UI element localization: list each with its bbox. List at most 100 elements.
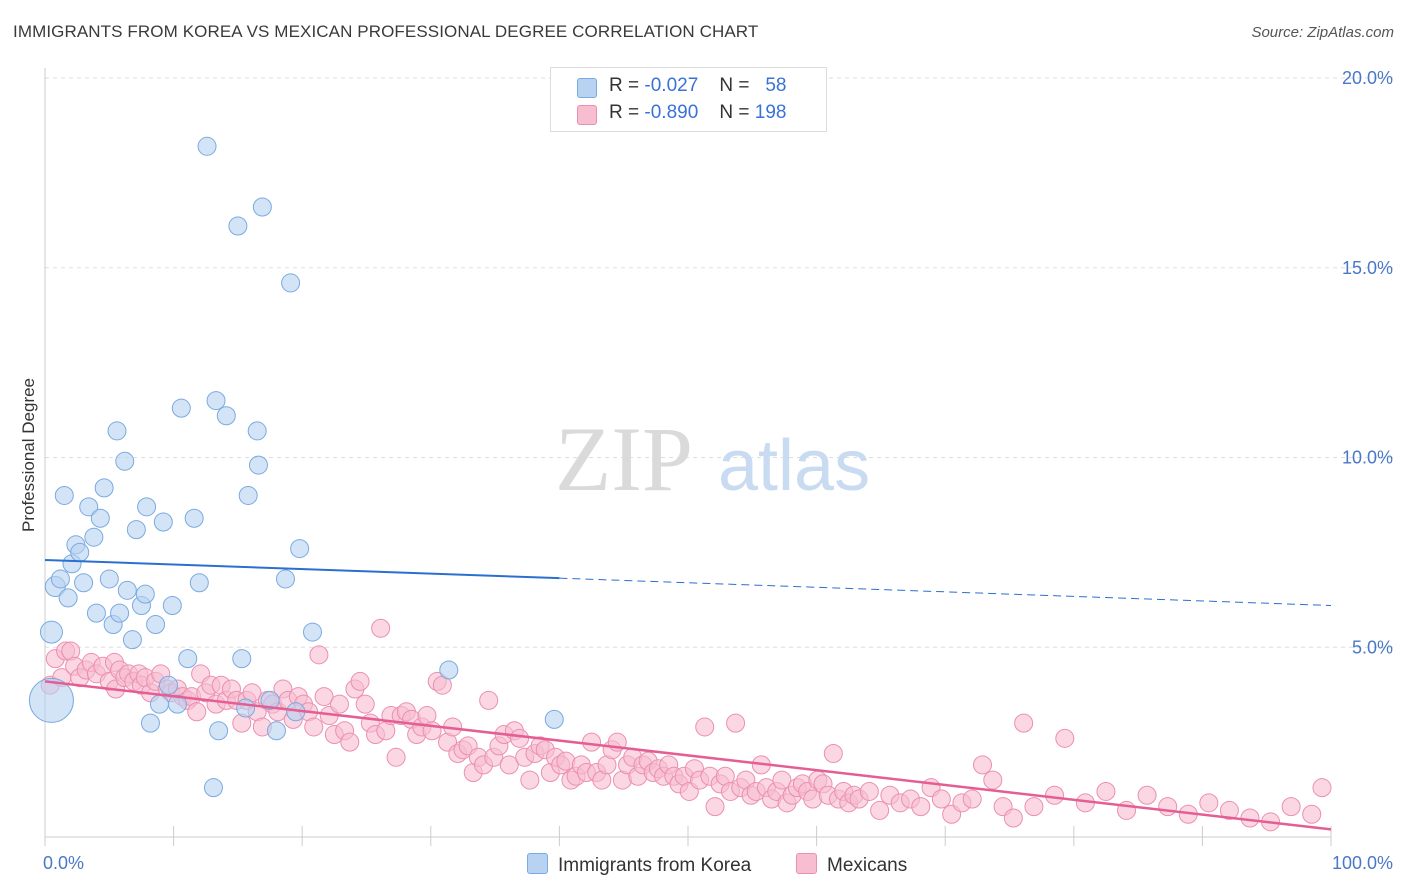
mexico-point (340, 732, 360, 752)
korea-point (146, 614, 166, 634)
mexico-point (187, 702, 207, 722)
mexico-point (1024, 797, 1044, 817)
mexico-point (1199, 793, 1219, 813)
korea-point (236, 698, 256, 718)
y-tick-label: 5.0% (1352, 637, 1393, 657)
korea-point (99, 569, 119, 589)
korea-point (260, 690, 280, 710)
korea-point (206, 391, 226, 411)
legend-swatch-mexico (577, 105, 597, 125)
korea-point (162, 596, 182, 616)
chart-title: IMMIGRANTS FROM KOREA VS MEXICAN PROFESS… (13, 22, 759, 41)
mexico-point (962, 789, 982, 809)
mexico-point (859, 781, 879, 801)
mexico-point (355, 694, 375, 714)
legend-text-korea: R = -0.027 N = 58 (609, 75, 786, 97)
mexico-point (329, 694, 349, 714)
korea-point (544, 709, 564, 729)
korea-point (290, 539, 310, 559)
korea-point (126, 520, 146, 540)
mexico-point (726, 713, 746, 733)
source-label: Source: ZipAtlas.com (1251, 24, 1394, 41)
korea-point (110, 603, 130, 623)
korea-trend-line (44, 558, 560, 580)
mexico-point (1312, 778, 1332, 798)
korea-point (248, 455, 268, 475)
bottom-legend-label-korea: Immigrants from Korea (558, 855, 752, 876)
korea-point (167, 694, 187, 714)
korea-point (216, 406, 236, 426)
mexico-point (386, 747, 406, 767)
korea-point (158, 675, 178, 695)
legend-r-value: -0.027 (644, 75, 699, 96)
mexico-points (40, 618, 1332, 832)
mexico-point (1137, 785, 1157, 805)
mexico-point (705, 797, 725, 817)
legend-text-mexico: R = -0.890 N = 198 (609, 102, 786, 124)
bottom-legend-korea: Immigrants from Korea (527, 853, 751, 877)
mexico-point (350, 671, 370, 691)
korea-point (203, 778, 223, 798)
mexico-point (772, 770, 792, 790)
legend-swatch-korea (577, 78, 597, 98)
mexico-point (1240, 808, 1260, 828)
watermark-zip: ZIP (555, 408, 693, 510)
y-axis-label: Professional Degree (19, 378, 38, 532)
korea-point (184, 508, 204, 528)
korea-point (79, 497, 99, 517)
mexico-point (309, 645, 329, 665)
mexico-point (582, 732, 602, 752)
bottom-legend-swatch-mexico (796, 853, 817, 874)
korea-point (54, 485, 74, 505)
mexico-point (371, 618, 391, 638)
mexico-point (823, 744, 843, 764)
korea-point (140, 713, 160, 733)
korea-point (281, 273, 301, 293)
tick-labels: 5.0% 10.0% 15.0% 20.0% 0.0% 100.0% (43, 68, 1393, 873)
korea-point (228, 216, 248, 236)
korea-point (189, 573, 209, 593)
korea-point (39, 620, 63, 644)
mexico-point (972, 755, 992, 775)
mexico-point (911, 797, 931, 817)
mexico-trend-line (44, 680, 1332, 831)
korea-trend-extension (559, 577, 1332, 607)
korea-point (197, 136, 217, 156)
legend-n-label: N = (719, 102, 750, 123)
mexico-point (1302, 804, 1322, 824)
mexico-point (983, 770, 1003, 790)
mexico-point (870, 800, 890, 820)
korea-point (439, 660, 459, 680)
legend: R = -0.027 N = 58 R = -0.890 N = 198 (550, 67, 827, 132)
legend-n-label: N = (719, 75, 750, 96)
korea-points (28, 136, 564, 798)
mexico-point (1055, 728, 1075, 748)
korea-point (58, 588, 78, 608)
korea-point (149, 694, 169, 714)
grid-lines (45, 77, 1395, 648)
korea-point (117, 580, 137, 600)
mexico-point (931, 789, 951, 809)
mexico-point (479, 690, 499, 710)
mexico-point (1281, 797, 1301, 817)
korea-point (86, 603, 106, 623)
mexico-point (1096, 781, 1116, 801)
korea-point (135, 584, 155, 604)
watermark-atlas: atlas (718, 426, 870, 506)
mexico-point (1158, 797, 1178, 817)
korea-point (302, 622, 322, 642)
korea-point (70, 542, 90, 562)
korea-point (115, 451, 135, 471)
bottom-legend-mexico: Mexicans (796, 853, 907, 877)
watermark: ZIP atlas (555, 408, 870, 510)
mexico-point (314, 687, 334, 707)
korea-point (178, 649, 198, 669)
mexico-point (1003, 808, 1023, 828)
axes (44, 68, 1332, 846)
mexico-point (499, 755, 519, 775)
korea-point (84, 527, 104, 547)
korea-point (275, 569, 295, 589)
legend-n-value: 58 (765, 75, 787, 96)
bottom-legend-swatch-korea (527, 853, 548, 874)
